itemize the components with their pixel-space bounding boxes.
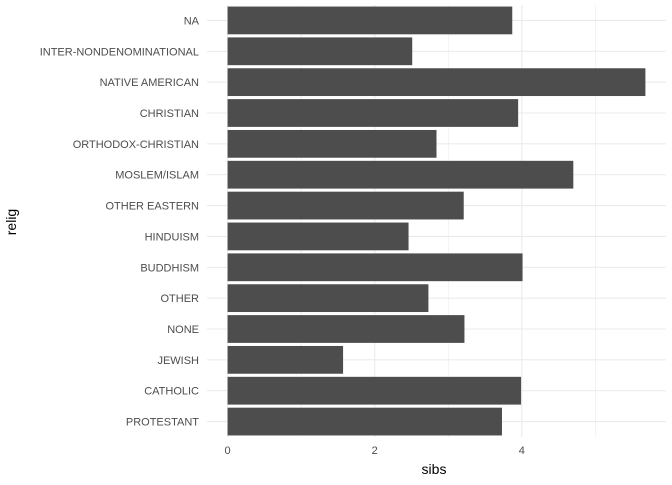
- bar-other-eastern: [227, 191, 464, 220]
- y-tick-label: CHRISTIAN: [140, 108, 199, 120]
- y-tick-label: CATHOLIC: [144, 386, 199, 398]
- y-tick-label: MOSLEM/ISLAM: [115, 170, 199, 182]
- x-tick-label: 0: [225, 445, 231, 457]
- y-tick-labels: NA INTER-NONDENOMINATIONAL NATIVE AMERICAN…: [40, 15, 200, 428]
- y-tick-label: INTER-NONDENOMINATIONAL: [40, 46, 199, 58]
- y-tick-label: NATIVE AMERICAN: [100, 77, 199, 89]
- bar-moslem-islam: [227, 160, 574, 189]
- bar-buddhism: [227, 253, 523, 282]
- y-tick-label: PROTESTANT: [126, 417, 199, 429]
- bar-protestant: [227, 407, 502, 436]
- bar-catholic: [227, 376, 522, 405]
- y-tick-label: BUDDHISM: [140, 262, 199, 274]
- x-tick-labels: 0 2 4: [225, 445, 525, 457]
- y-tick-label: JEWISH: [157, 355, 199, 367]
- y-tick-label: NA: [184, 15, 200, 27]
- y-tick-label: OTHER EASTERN: [105, 201, 199, 213]
- bar-other: [227, 284, 429, 313]
- y-tick-label: ORTHODOX-CHRISTIAN: [73, 139, 199, 151]
- y-tick-label: HINDUISM: [145, 231, 199, 243]
- bar-orthodox-christian: [227, 129, 437, 158]
- y-tick-label: NONE: [167, 324, 199, 336]
- bar-jewish: [227, 345, 344, 374]
- x-tick-label: 4: [519, 445, 525, 457]
- y-axis-title: relig: [3, 209, 19, 235]
- bars: [227, 6, 646, 436]
- bar-none: [227, 315, 465, 343]
- bar-hinduism: [227, 222, 409, 251]
- bar-inter-nondenominational: [227, 37, 413, 66]
- x-axis-title: sibs: [422, 461, 447, 477]
- bar-christian: [227, 99, 519, 127]
- bar-native-american: [227, 68, 646, 97]
- x-tick-label: 2: [372, 445, 378, 457]
- y-tick-label: OTHER: [161, 293, 200, 305]
- bar-na: [227, 6, 513, 35]
